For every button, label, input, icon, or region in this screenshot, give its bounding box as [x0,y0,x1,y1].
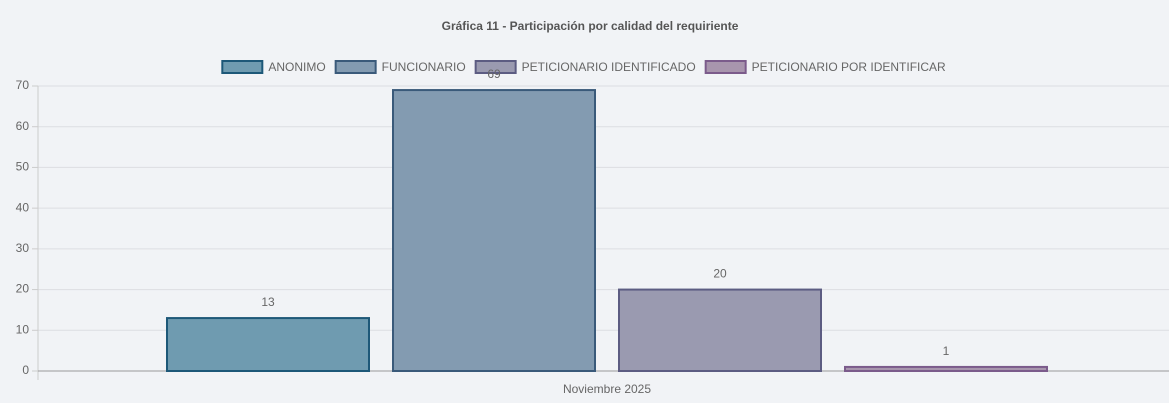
legend-swatch [704,60,747,74]
chart-title: Gráfica 11 - Participación por calidad d… [442,19,739,33]
y-tick-label: 0 [22,363,29,377]
data-label: 1 [943,344,950,358]
y-tick-label: 30 [16,241,30,255]
y-tick-label: 70 [16,78,30,92]
y-tick-label: 50 [16,160,30,174]
y-tick-label: 20 [16,282,30,296]
data-label: 13 [261,295,275,309]
y-tick-label: 40 [16,200,30,214]
data-label: 20 [713,267,727,281]
legend-swatch [474,60,517,74]
legend-label: ANONIMO [268,60,325,74]
bar [392,89,596,372]
legend-swatch [221,60,264,74]
legend-label: FUNCIONARIO [382,60,466,74]
legend-label: PETICIONARIO POR IDENTIFICAR [752,60,946,74]
y-tick-label: 10 [16,322,30,336]
bar [166,317,370,373]
legend-swatch [334,60,377,74]
legend-label: PETICIONARIO IDENTIFICADO [522,60,696,74]
y-tick-label: 60 [16,119,30,133]
bar [618,288,822,373]
x-tick-label: Noviembre 2025 [563,382,651,396]
bar [844,365,1048,372]
data-label: 69 [487,67,501,81]
